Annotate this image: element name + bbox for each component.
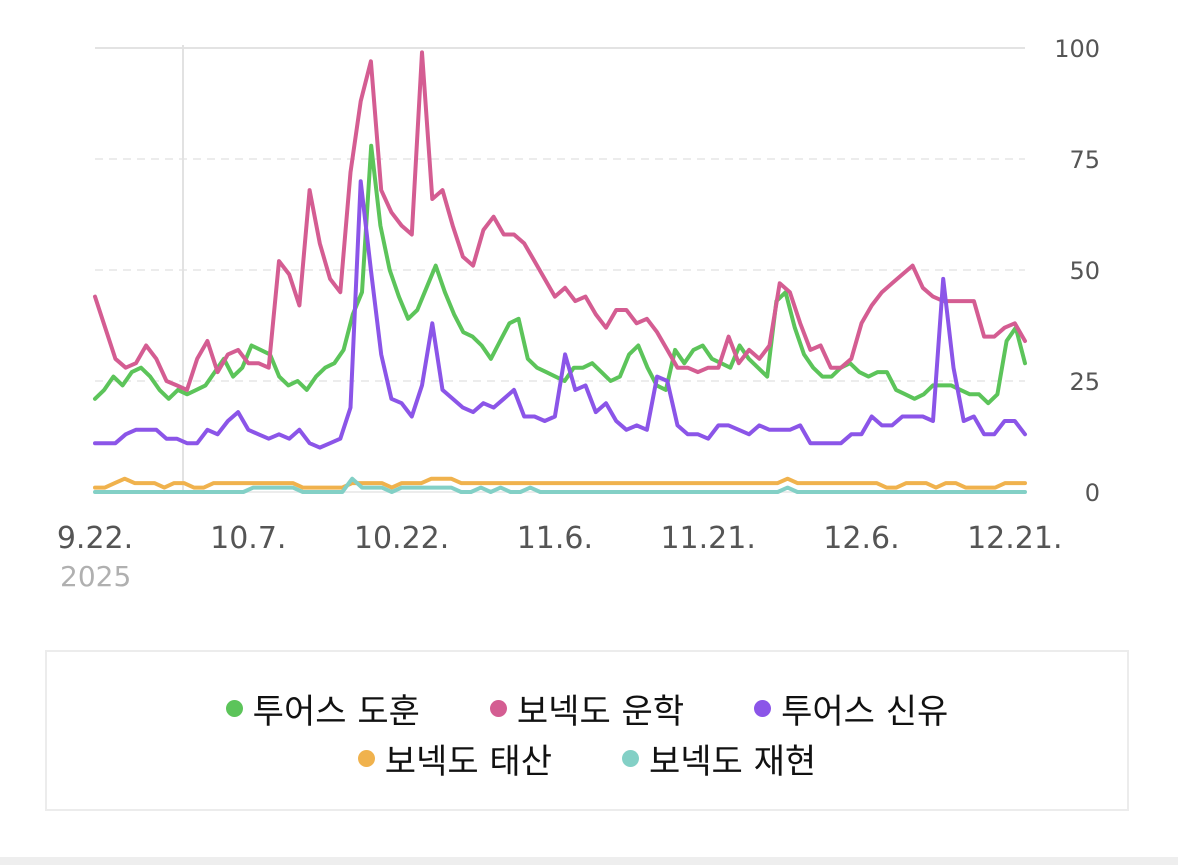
series-line-4 xyxy=(93,476,1027,494)
legend: 투어스 도훈 보넥도 운학 투어스 신유 보넥도 태산 보넥도 재현 xyxy=(45,650,1129,811)
x-axis-ticks: 9.22. 10.7. 10.22. 11.6. 11.21. 12.6. 12.21. 20… xyxy=(57,521,1063,593)
series-line-1 xyxy=(93,50,1027,392)
legend-label: 투어스 신유 xyxy=(781,692,949,732)
legend-label: 투어스 도훈 xyxy=(252,692,420,732)
y-tick-label: 100 xyxy=(1054,35,1100,63)
legend-dot xyxy=(754,700,772,717)
x-tick-label: 11.6. xyxy=(517,521,593,556)
y-axis-ticks: 100 75 50 25 0 xyxy=(1054,35,1100,507)
legend-item-series-4[interactable]: 보넥도 재현 xyxy=(622,734,816,783)
legend-dot xyxy=(622,750,639,767)
x-tick-label: 10.7. xyxy=(210,521,286,556)
y-tick-label: 0 xyxy=(1085,479,1100,507)
legend-dot xyxy=(357,750,375,767)
legend-label: 보넥도 재현 xyxy=(649,742,817,782)
x-tick-label: 11.21. xyxy=(660,521,755,556)
series-lines xyxy=(93,50,1027,494)
x-tick-label: 9.22. xyxy=(57,521,133,556)
series-line-3 xyxy=(93,476,1027,490)
legend-row: 투어스 도훈 보넥도 운학 투어스 신유 xyxy=(47,684,1127,733)
bottom-divider xyxy=(0,857,1178,865)
y-tick-label: 75 xyxy=(1069,146,1100,174)
legend-item-series-2[interactable]: 투어스 신유 xyxy=(754,684,948,733)
x-year-label: 2025 xyxy=(60,560,131,593)
legend-row: 보넥도 태산 보넥도 재현 xyxy=(47,734,1127,783)
legend-item-series-1[interactable]: 보넥도 운학 xyxy=(489,684,685,733)
legend-label: 보넥도 태산 xyxy=(384,742,552,782)
y-tick-label: 50 xyxy=(1069,257,1100,285)
x-tick-label: 10.22. xyxy=(354,521,449,556)
series-line-0 xyxy=(93,143,1027,406)
legend-label: 보넥도 운학 xyxy=(516,692,685,732)
y-tick-label: 25 xyxy=(1069,368,1100,396)
line-chart: 100 75 50 25 0 9.22. 10.7. 10.22. 11.6. 11.21. 12… xyxy=(57,35,1100,593)
x-tick-label: 12.21. xyxy=(967,521,1062,556)
legend-item-series-3[interactable]: 보넥도 태산 xyxy=(357,734,552,783)
legend-dot xyxy=(489,700,507,717)
legend-dot xyxy=(225,700,243,717)
x-tick-label: 12.6. xyxy=(823,521,899,556)
series-line-2 xyxy=(93,179,1027,450)
legend-item-series-0[interactable]: 투어스 도훈 xyxy=(225,684,420,733)
